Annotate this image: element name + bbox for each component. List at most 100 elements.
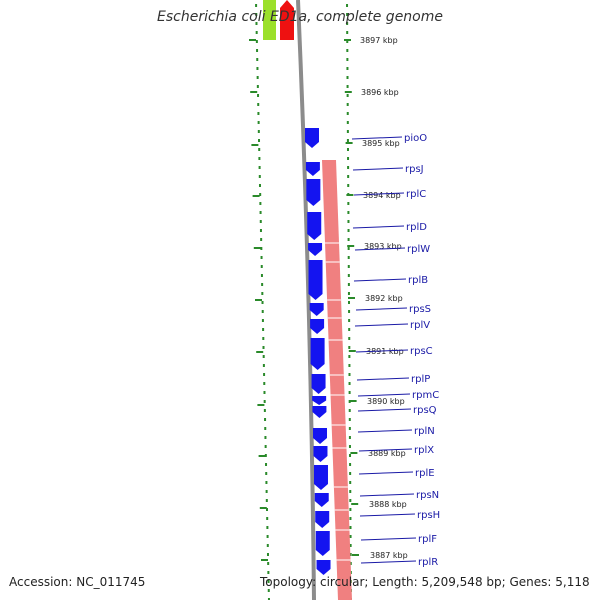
- gene-leader-line: [359, 513, 416, 517]
- gc-dot: [347, 175, 350, 178]
- tick-label: 3892 kbp: [365, 294, 403, 303]
- gc-dot: [349, 526, 352, 529]
- gc-dot: [267, 580, 270, 583]
- gene-label: rplV: [410, 320, 430, 331]
- gc-dot: [257, 130, 260, 133]
- tick-label: 3896 kbp: [361, 88, 399, 97]
- gc-dot: [347, 220, 350, 223]
- gene-label: rplN: [414, 426, 435, 437]
- gene-leader-line: [354, 323, 409, 327]
- gene-label: rpsH: [417, 510, 440, 521]
- gc-dot: [346, 139, 349, 142]
- ribosomal-band: [322, 160, 352, 600]
- gc-dot: [262, 337, 265, 340]
- gc-dot: [266, 553, 269, 556]
- gc-dot: [348, 319, 351, 322]
- gene-leader-line: [352, 225, 405, 229]
- gc-dot: [261, 301, 264, 304]
- gc-dot: [348, 373, 351, 376]
- gc-mark: [253, 247, 261, 249]
- gc-dot: [349, 553, 352, 556]
- gene-label: rplC: [406, 189, 426, 200]
- gc-dot: [264, 427, 267, 430]
- gc-dot: [346, 22, 349, 25]
- gc-dot: [347, 202, 350, 205]
- gc-dot: [349, 490, 352, 493]
- gc-dot: [264, 445, 267, 448]
- gc-dot: [346, 148, 349, 151]
- gc-dot: [263, 382, 266, 385]
- genome-stats-text: Topology: circular; Length: 5,209,548 bp…: [260, 575, 590, 589]
- gc-dot: [347, 292, 350, 295]
- gc-dot: [264, 436, 267, 439]
- gc-dot: [264, 418, 267, 421]
- gc-dot: [346, 31, 349, 34]
- tick-label: 3897 kbp: [360, 36, 398, 45]
- gc-dot: [261, 292, 264, 295]
- gene-label: rplE: [415, 468, 435, 479]
- top-red-feature: [280, 0, 294, 40]
- cds-arrow: [310, 338, 325, 370]
- gc-dot: [348, 427, 351, 430]
- gene-leader-line: [352, 167, 404, 171]
- gc-dot: [346, 85, 349, 88]
- gc-dot: [349, 472, 352, 475]
- gc-dot: [260, 256, 263, 259]
- gc-dot: [258, 139, 261, 142]
- gc-dot: [347, 247, 350, 250]
- gc-mark: [255, 299, 262, 301]
- gc-dot: [267, 571, 270, 574]
- gc-mark: [257, 404, 265, 406]
- gc-dot: [256, 85, 259, 88]
- gc-dot: [257, 103, 260, 106]
- gene-leader-line: [351, 136, 403, 140]
- gc-dot: [348, 355, 351, 358]
- gc-mark: [256, 351, 264, 353]
- gene-leader-line: [360, 537, 417, 541]
- kbp-ticks: 3897 kbp 3896 kbp 3895 kbp 3894 kbp 3893 kbp…: [344, 36, 408, 560]
- cds-arrow: [312, 406, 327, 418]
- top-features: [263, 0, 294, 40]
- gc-dot: [346, 40, 349, 43]
- gc-dot: [266, 517, 269, 520]
- gc-mark: [250, 91, 258, 93]
- gc-dot: [266, 526, 269, 529]
- gc-dot: [258, 148, 261, 151]
- gc-dot: [348, 382, 351, 385]
- gc-dot: [265, 472, 268, 475]
- gc-dot: [348, 346, 351, 349]
- tick-label: 3889 kbp: [368, 449, 406, 458]
- gc-dot: [267, 598, 270, 600]
- gc-dot: [266, 508, 269, 511]
- tick-label: 3887 kbp: [370, 551, 408, 560]
- gc-dot: [256, 67, 259, 70]
- cds-arrow: [313, 465, 328, 490]
- gc-dot: [258, 157, 261, 160]
- gc-dot: [265, 499, 268, 502]
- gc-dot: [255, 4, 258, 7]
- gc-dot: [260, 274, 263, 277]
- gc-dot: [258, 184, 261, 187]
- gc-dot: [347, 184, 350, 187]
- gene-label: rpsJ: [405, 164, 424, 175]
- gc-dot: [267, 562, 270, 565]
- gc-dot: [260, 238, 263, 241]
- gc-dot: [348, 409, 351, 412]
- gc-dot: [262, 328, 265, 331]
- cds-arrow: [310, 319, 325, 334]
- rrna-band-fill: [322, 160, 352, 600]
- gc-dot: [265, 463, 268, 466]
- gc-dot: [348, 310, 351, 313]
- gc-dot: [347, 157, 350, 160]
- gc-mark: [259, 507, 267, 509]
- gene-leader-line: [355, 307, 408, 311]
- gc-dot: [346, 13, 349, 16]
- cds-arrow: [312, 396, 327, 405]
- gc-dot: [346, 58, 349, 61]
- gc-dot: [347, 211, 350, 214]
- cds-arrow: [315, 531, 330, 556]
- gc-dot: [255, 31, 258, 34]
- gene-leader-line: [359, 493, 415, 497]
- tick-label: 3893 kbp: [364, 242, 402, 251]
